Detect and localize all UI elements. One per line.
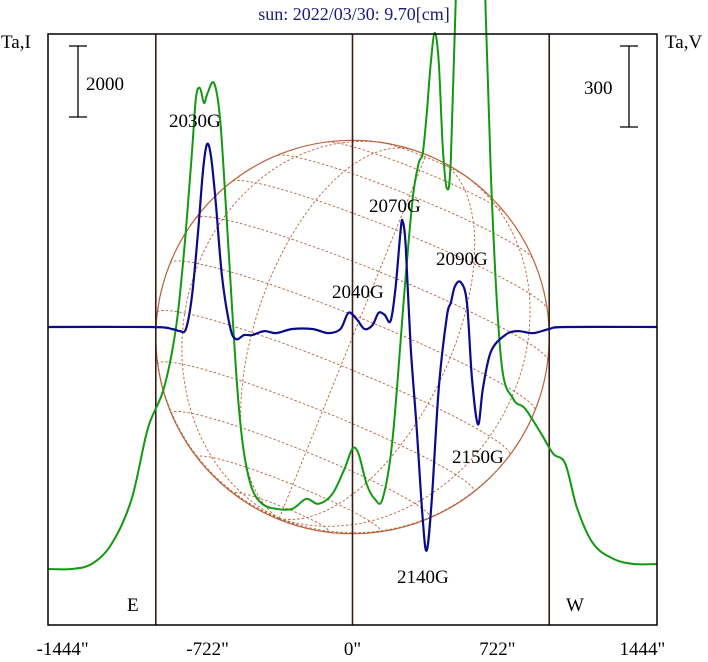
- longitude-line: [278, 518, 289, 524]
- series-ta-v-line: [47, 142, 658, 552]
- x-tick-label: 722": [479, 639, 515, 660]
- west-label: W: [566, 595, 584, 616]
- series-ta-i-line: [47, 0, 658, 571]
- data-curves: [47, 0, 658, 571]
- annotation-2140G: 2140G: [397, 567, 449, 588]
- right-axis-label: Ta,V: [665, 32, 702, 53]
- annotation-2070G: 2070G: [369, 196, 421, 217]
- x-tick-label: -1444": [37, 639, 89, 660]
- annotation-2040G: 2040G: [332, 282, 384, 303]
- latitude-line: [380, 141, 468, 178]
- east-label: E: [127, 595, 139, 616]
- left-scale-label: 2000: [86, 74, 124, 95]
- annotation-2090G: 2090G: [436, 249, 488, 270]
- right-scale-label: 300: [584, 78, 613, 99]
- peak-annotations: 2030G 2040G 2070G 2090G 2140G 2150G: [169, 111, 504, 588]
- annotation-2150G: 2150G: [452, 447, 504, 468]
- longitude-line: [279, 160, 476, 520]
- chart-title: sun: 2022/03/30: 9.70[cm]: [258, 4, 450, 24]
- x-tick-label: -722": [186, 639, 229, 660]
- x-tick-label: 0": [344, 639, 361, 660]
- longitude-line: [181, 140, 393, 519]
- x-tick-label: 1444": [619, 639, 665, 660]
- right-scale-bar: [620, 45, 638, 128]
- longitude-line: [155, 263, 280, 519]
- latitude-line: [157, 361, 475, 493]
- longitude-line: [240, 147, 412, 519]
- latitude-line: [157, 309, 511, 456]
- latitude-line: [234, 492, 330, 533]
- annotation-2030G: 2030G: [169, 111, 221, 132]
- longitude-line: [279, 517, 305, 529]
- left-axis-label: Ta,I: [1, 32, 31, 53]
- left-scale-bar: [69, 45, 87, 118]
- x-tick-labels: -1444" -722" 0" 722" 1444": [37, 639, 666, 660]
- longitude-line: [279, 170, 531, 527]
- plot-frame: [47, 33, 658, 626]
